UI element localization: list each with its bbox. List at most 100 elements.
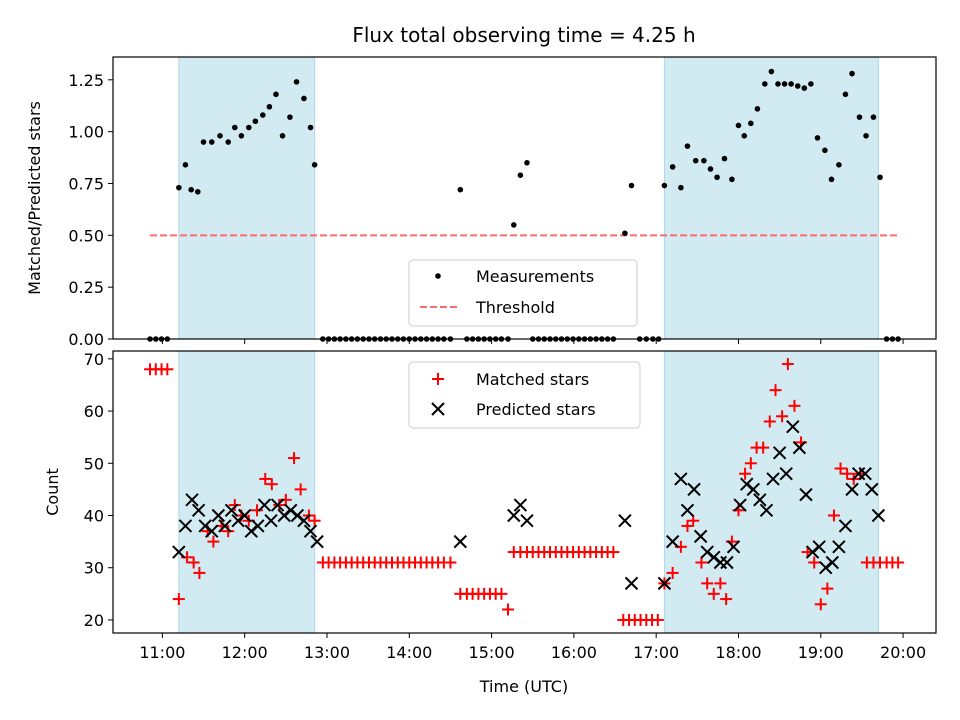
measurement-point bbox=[669, 164, 676, 170]
matched-star-point bbox=[841, 467, 854, 480]
matched-star-point bbox=[892, 556, 905, 569]
predicted-star-point bbox=[665, 534, 680, 549]
measurement-point bbox=[311, 162, 318, 168]
chart-title: Flux total observing time = 4.25 h bbox=[352, 23, 695, 47]
measurement-point bbox=[714, 174, 720, 181]
measurement-point bbox=[828, 176, 835, 183]
matched-star-point bbox=[288, 452, 301, 465]
predicted-star-point bbox=[858, 467, 872, 481]
predicted-star-point bbox=[845, 482, 859, 497]
matched-star-point bbox=[172, 593, 185, 606]
top-legend-box bbox=[408, 259, 638, 327]
matched-star-point bbox=[444, 556, 457, 569]
legend-measurements-marker bbox=[435, 273, 441, 279]
measurement-point bbox=[762, 81, 768, 87]
x-tick-label: 14:00 bbox=[386, 643, 432, 662]
bottom-y-tick-label: 20 bbox=[84, 611, 104, 630]
predicted-star-point bbox=[746, 482, 761, 497]
predicted-star-point bbox=[693, 529, 708, 544]
predicted-star-point bbox=[218, 519, 232, 533]
measurement-point bbox=[721, 155, 728, 162]
top-shaded-region bbox=[663, 56, 879, 340]
predicted-star-point bbox=[733, 498, 747, 512]
measurement-point bbox=[729, 176, 735, 183]
measurement-point bbox=[808, 81, 814, 87]
matched-star-point bbox=[265, 478, 278, 491]
predicted-star-point bbox=[779, 467, 793, 481]
measurement-point bbox=[661, 182, 668, 189]
bottom-y-tick-label: 30 bbox=[84, 559, 104, 578]
matched-star-point bbox=[651, 613, 664, 626]
predicted-star-point bbox=[871, 508, 886, 523]
measurement-point bbox=[517, 172, 524, 178]
predicted-star-point bbox=[237, 508, 252, 523]
matched-star-point bbox=[502, 603, 515, 616]
measurement-point bbox=[692, 157, 699, 164]
measurement-point bbox=[259, 112, 266, 118]
predicted-star-point bbox=[759, 503, 774, 517]
predicted-star-point bbox=[687, 482, 701, 497]
matched-star-point bbox=[739, 467, 752, 480]
matched-star-point bbox=[259, 472, 272, 485]
matched-star-point bbox=[814, 598, 827, 611]
predicted-star-point bbox=[674, 472, 688, 486]
matched-star-point bbox=[776, 410, 789, 423]
predicted-star-points bbox=[172, 420, 886, 591]
top-legend: Measurements Threshold bbox=[408, 259, 638, 327]
predicted-star-point bbox=[224, 503, 239, 517]
measurement-point bbox=[176, 184, 182, 191]
measurement-point bbox=[266, 103, 273, 110]
top-y-tick-label: 0.00 bbox=[68, 330, 104, 349]
matched-star-point bbox=[308, 514, 321, 527]
predicted-star-point bbox=[812, 540, 826, 554]
predicted-star-point bbox=[726, 540, 741, 554]
top-y-tick-label: 1.00 bbox=[68, 123, 104, 142]
measurement-point bbox=[877, 174, 883, 181]
matched-star-point bbox=[769, 384, 782, 397]
legend-matched-label: Matched stars bbox=[476, 370, 589, 389]
measurement-point bbox=[287, 114, 293, 120]
measurement-point bbox=[781, 81, 788, 87]
predicted-star-point bbox=[297, 514, 311, 528]
measurement-point bbox=[457, 186, 464, 193]
predicted-star-point bbox=[825, 555, 840, 570]
matched-star-point bbox=[827, 509, 840, 522]
predicted-star-point bbox=[832, 540, 846, 554]
x-tick-label: 11:00 bbox=[139, 643, 185, 662]
measurement-point bbox=[849, 70, 855, 77]
bottom-x-axis-label: Time (UTC) bbox=[479, 677, 568, 696]
predicted-star-point bbox=[766, 472, 780, 486]
measurement-point bbox=[225, 139, 232, 145]
measurement-point bbox=[245, 124, 252, 131]
predicted-star-point bbox=[507, 508, 521, 523]
predicted-star-point bbox=[618, 514, 632, 528]
measurement-point bbox=[208, 139, 215, 145]
predicted-star-point bbox=[513, 498, 528, 512]
top-shaded-region bbox=[178, 56, 316, 340]
matched-star-point bbox=[720, 593, 733, 606]
predicted-star-point bbox=[680, 503, 695, 517]
measurement-point bbox=[279, 132, 286, 139]
predicted-star-point bbox=[211, 508, 226, 523]
top-y-tick-label: 0.50 bbox=[68, 226, 104, 245]
measurement-point bbox=[856, 114, 863, 120]
top-plot-frame bbox=[112, 56, 937, 340]
matched-star-point bbox=[714, 577, 727, 590]
predicted-star-point bbox=[257, 498, 272, 512]
matched-star-point bbox=[757, 441, 770, 454]
measurement-point bbox=[182, 162, 189, 168]
measurement-point bbox=[238, 132, 245, 139]
bottom-shaded-region bbox=[663, 350, 879, 634]
bottom-y-axis-label: Count bbox=[43, 468, 62, 516]
bottom-panel: 11:00 12:00 13:00 14:00 15:00 16:00 17:00 18:00… bbox=[43, 350, 937, 696]
predicted-star-point bbox=[753, 493, 767, 507]
top-y-tick-label: 0.25 bbox=[68, 278, 104, 297]
top-y-ticks: 0.00 0.25 0.50 0.75 1.00 1.25 bbox=[68, 71, 113, 349]
measurement-point bbox=[232, 124, 238, 131]
measurement-point bbox=[863, 132, 869, 139]
matched-star-point bbox=[781, 358, 794, 371]
predicted-star-point bbox=[792, 440, 807, 455]
measurement-point bbox=[293, 79, 300, 85]
measurement-point bbox=[754, 106, 761, 112]
bottom-y-tick-label: 40 bbox=[84, 507, 104, 526]
